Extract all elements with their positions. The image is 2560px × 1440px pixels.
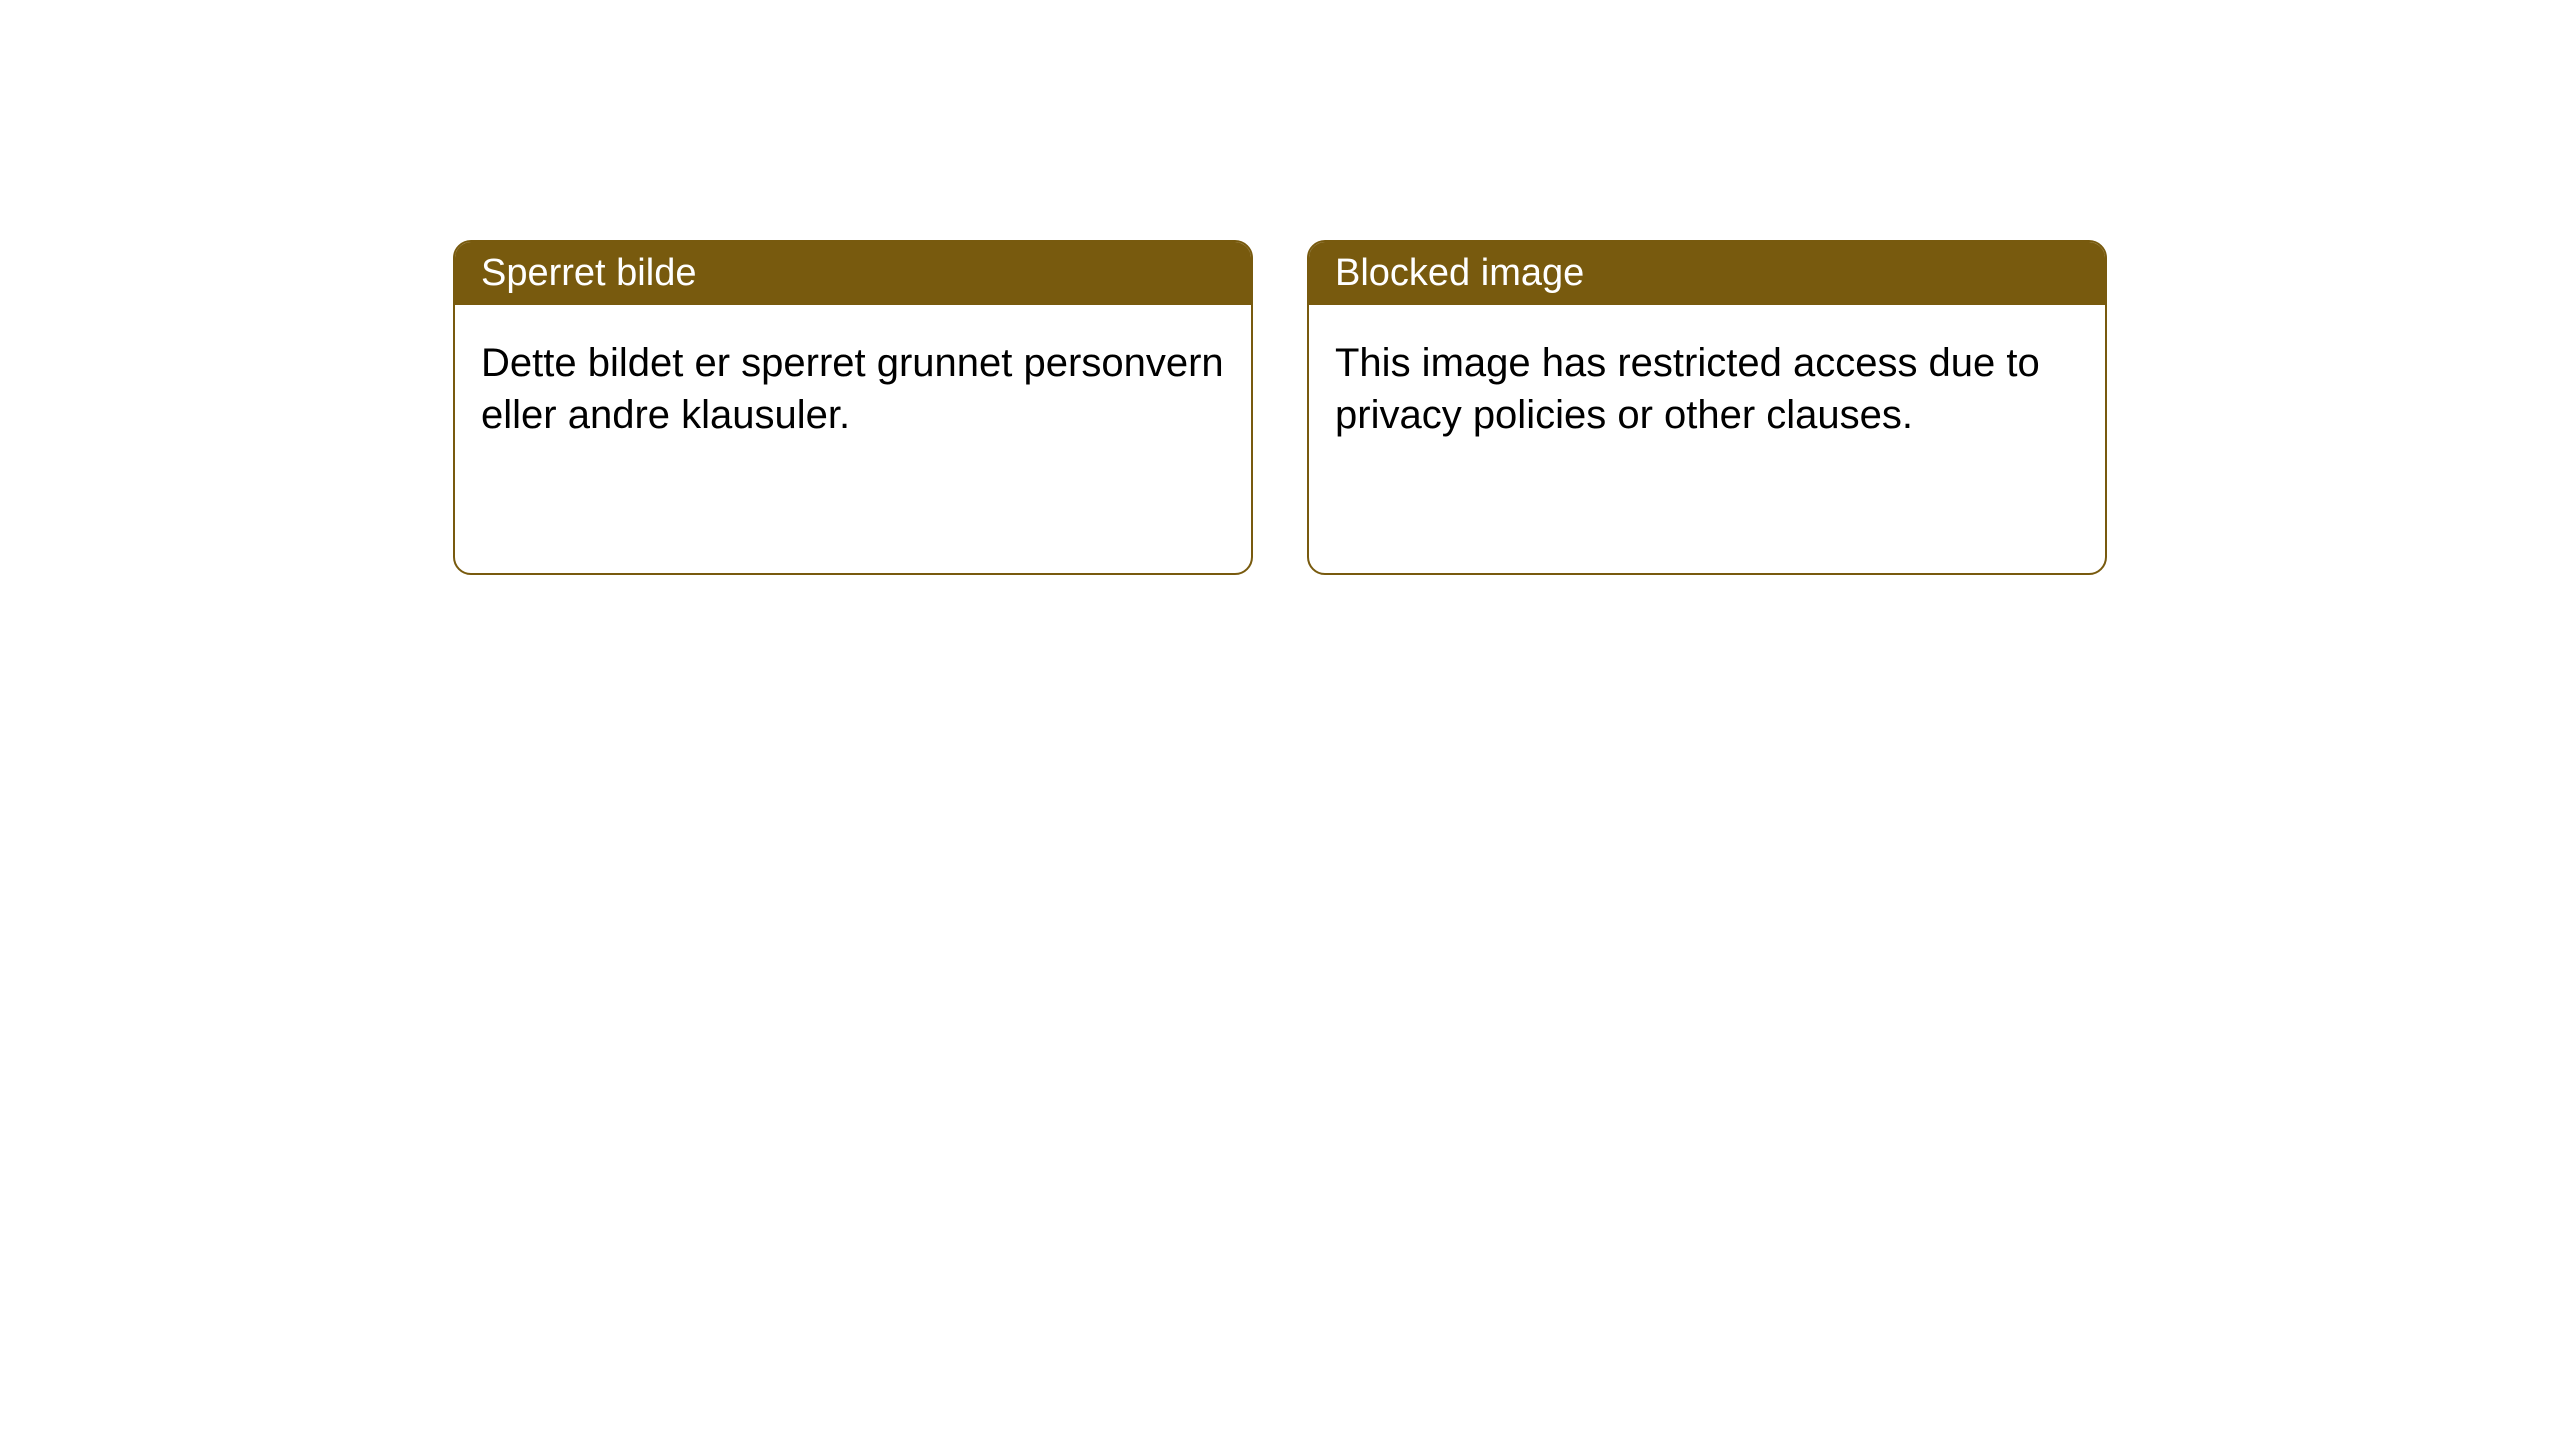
card-body-en: This image has restricted access due to … (1309, 305, 2105, 473)
card-header-en: Blocked image (1309, 242, 2105, 305)
blocked-image-card-en: Blocked image This image has restricted … (1307, 240, 2107, 575)
blocked-image-card-no: Sperret bilde Dette bildet er sperret gr… (453, 240, 1253, 575)
cards-container: Sperret bilde Dette bildet er sperret gr… (453, 240, 2107, 1440)
card-header-no: Sperret bilde (455, 242, 1251, 305)
card-body-no: Dette bildet er sperret grunnet personve… (455, 305, 1251, 473)
